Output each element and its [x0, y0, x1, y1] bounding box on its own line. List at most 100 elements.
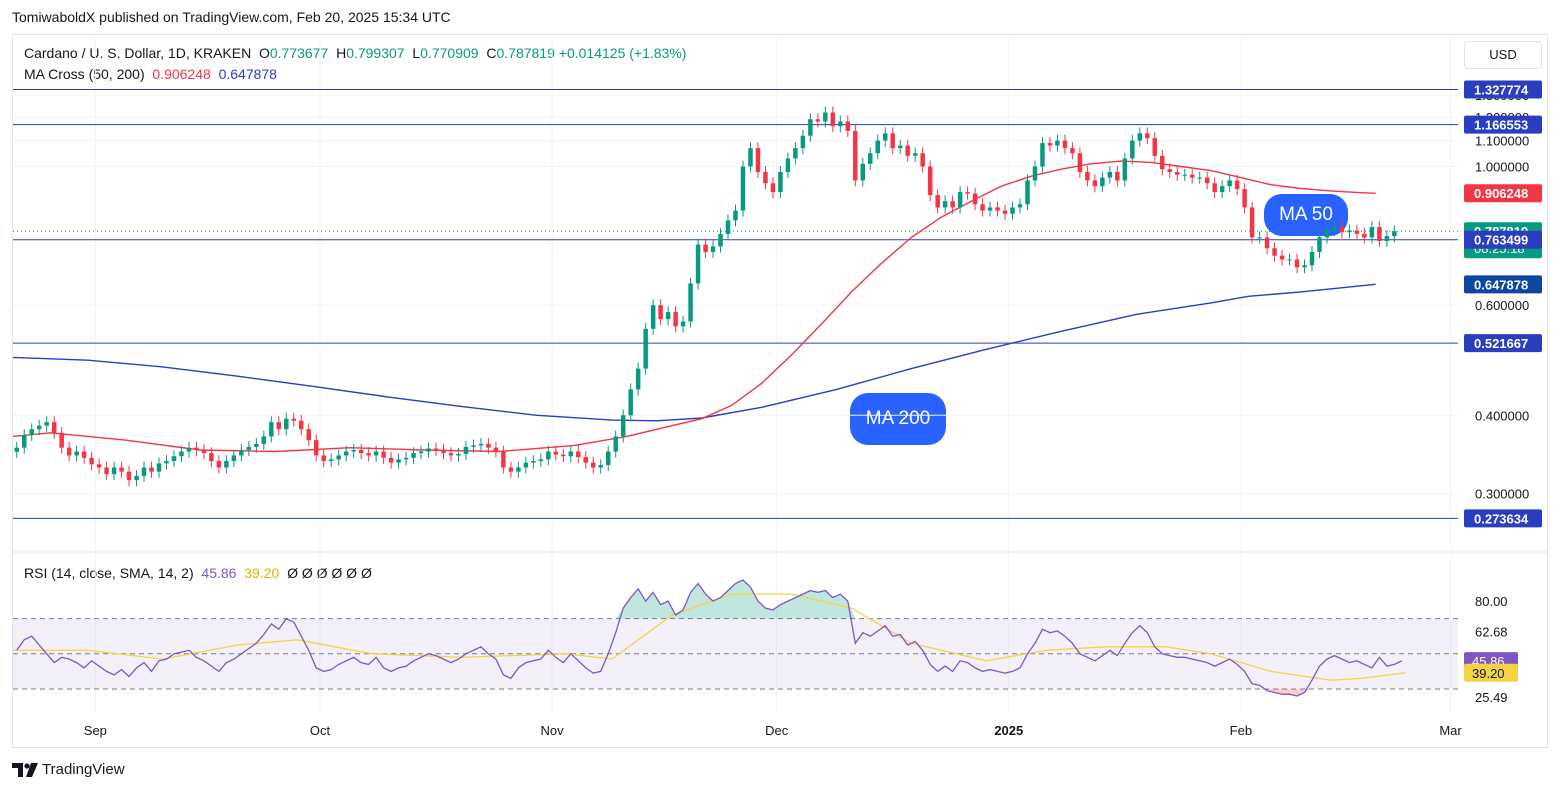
rsi-tick-label: 80.00	[1475, 594, 1508, 609]
candle	[1369, 221, 1375, 244]
candle-body	[1115, 171, 1120, 181]
candle	[643, 322, 648, 375]
candle-body	[643, 328, 648, 369]
candle-body	[830, 112, 836, 127]
symbol-title[interactable]: Cardano / U. S. Dollar, 1D, KRAKEN	[24, 45, 252, 61]
candle	[1302, 259, 1307, 274]
rsi-overbought-fill	[780, 601, 788, 619]
candle-body	[284, 418, 289, 430]
candle-body	[1324, 230, 1330, 238]
candle-body	[373, 451, 379, 456]
candle	[1339, 221, 1345, 239]
candle	[1085, 166, 1090, 187]
candle-body	[1362, 233, 1367, 238]
candle	[620, 409, 626, 443]
candle	[1362, 228, 1367, 244]
candle-body	[179, 451, 184, 457]
candle	[868, 147, 873, 170]
tradingview-brand: TradingView	[42, 761, 125, 778]
candle-body	[74, 451, 79, 456]
candle-body	[650, 305, 656, 329]
candle-body	[1047, 143, 1053, 146]
ma50-line	[12, 160, 1376, 453]
candle-body	[1249, 207, 1255, 238]
candle	[493, 441, 499, 458]
candle	[688, 277, 693, 328]
candle-body	[800, 135, 806, 149]
candle-body	[456, 453, 461, 456]
candle-body	[1354, 230, 1360, 234]
candle-body	[868, 153, 873, 164]
tradingview-logo[interactable]: TradingView	[12, 761, 125, 778]
candle-body	[658, 305, 663, 320]
candle	[1377, 221, 1382, 248]
candle	[755, 142, 761, 179]
candle	[179, 445, 184, 463]
candle	[882, 127, 888, 147]
candle-body	[66, 447, 72, 456]
candle-body	[1130, 140, 1135, 159]
candle	[21, 429, 27, 454]
ma-legend: MA Cross (50, 200) 0.906248 0.647878	[24, 66, 277, 82]
candle-body	[201, 449, 207, 454]
candle	[1189, 168, 1195, 184]
candle-body	[463, 446, 469, 454]
candle-body	[927, 166, 933, 196]
close-label: C	[486, 45, 497, 61]
candle	[156, 457, 162, 478]
candle-body	[665, 312, 671, 320]
ma-cross-label[interactable]: MA Cross (50, 200)	[24, 66, 145, 82]
candle-body	[740, 166, 746, 211]
candle-body	[882, 133, 888, 141]
candle-body	[59, 432, 64, 448]
candle-body	[471, 445, 476, 447]
candle-body	[516, 467, 521, 472]
candle	[284, 412, 289, 436]
candle	[418, 445, 424, 460]
candle	[538, 453, 544, 468]
candle-body	[186, 447, 192, 452]
rsi-extra-values: Ø Ø Ø Ø Ø Ø	[287, 565, 372, 581]
rsi-sma-value: 39.20	[244, 565, 280, 581]
candle	[1047, 137, 1053, 152]
candle-body	[486, 443, 491, 448]
candle	[194, 441, 199, 457]
candle-body	[680, 321, 686, 327]
price-tag-hline	[1464, 230, 1542, 249]
tradingview-logo-icon	[12, 762, 38, 777]
candle	[231, 449, 237, 468]
rsi-label[interactable]: RSI (14, close, SMA, 14, 2)	[24, 565, 194, 581]
candle	[1309, 246, 1315, 272]
candle-body	[950, 201, 955, 208]
candle-body	[853, 130, 858, 181]
candle	[1182, 168, 1187, 181]
candle-body	[935, 195, 940, 208]
rsi-overbought-fill	[825, 590, 833, 619]
candle-body	[343, 451, 349, 456]
candle-body	[673, 312, 678, 327]
candle-body	[276, 422, 282, 430]
candle-body	[725, 220, 731, 234]
rsi-value: 45.86	[201, 565, 237, 581]
currency-button[interactable]: USD	[1464, 41, 1542, 69]
candle-body	[441, 449, 446, 454]
candle	[628, 383, 633, 422]
candle-body	[523, 462, 529, 468]
rsi-overbought-fill	[735, 580, 743, 619]
candle	[1272, 242, 1277, 262]
candle	[1115, 166, 1120, 187]
candle-body	[433, 448, 439, 450]
candle-body	[134, 475, 139, 481]
candle-body	[299, 420, 304, 430]
candle	[658, 299, 663, 326]
candle	[583, 451, 589, 469]
open-label: O	[258, 45, 270, 61]
candle	[104, 461, 109, 481]
candle	[838, 115, 843, 133]
candle-body	[553, 451, 559, 455]
candle	[246, 441, 252, 457]
candle	[897, 139, 903, 155]
candle-body	[1309, 251, 1315, 266]
candle-body	[561, 454, 566, 457]
